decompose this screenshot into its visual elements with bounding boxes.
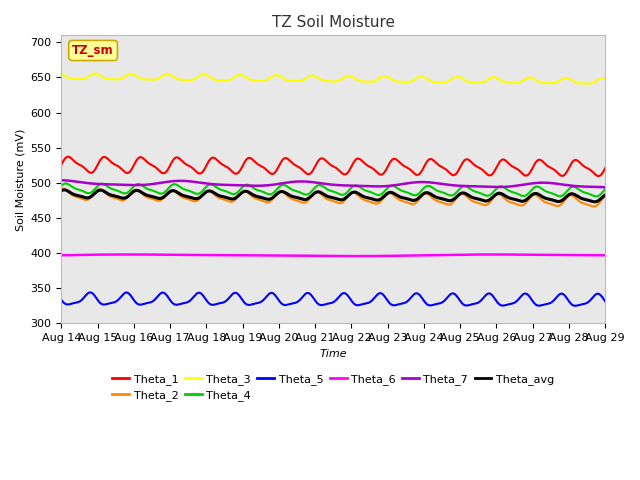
Theta_2 — [590, 204, 598, 209]
Theta_2 — [60, 186, 67, 192]
Line: Theta_1: Theta_1 — [61, 156, 605, 176]
Theta_avg — [602, 192, 609, 198]
Theta_2 — [489, 195, 497, 201]
Theta_3 — [489, 74, 497, 80]
Theta_6 — [353, 253, 361, 259]
Theta_6 — [602, 252, 609, 258]
Theta_1 — [58, 162, 65, 168]
Theta_1 — [418, 168, 426, 174]
Theta_avg — [179, 192, 186, 198]
Theta_4 — [166, 184, 173, 190]
X-axis label: Time: Time — [319, 349, 347, 359]
Line: Theta_7: Theta_7 — [61, 180, 605, 187]
Theta_2 — [537, 196, 545, 202]
Theta_2 — [166, 188, 173, 194]
Text: TZ_sm: TZ_sm — [72, 44, 114, 57]
Theta_5 — [58, 297, 65, 303]
Theta_5 — [179, 300, 186, 306]
Line: Theta_5: Theta_5 — [61, 292, 605, 306]
Theta_6 — [490, 252, 497, 257]
Line: Theta_2: Theta_2 — [61, 189, 605, 206]
Theta_avg — [166, 189, 173, 195]
Line: Theta_3: Theta_3 — [61, 73, 605, 84]
Theta_6 — [240, 252, 248, 258]
Theta_avg — [537, 193, 545, 199]
Theta_1 — [166, 164, 173, 169]
Theta_6 — [538, 252, 545, 258]
Theta_5 — [418, 295, 426, 301]
Theta_3 — [602, 76, 609, 82]
Theta_2 — [58, 186, 65, 192]
Theta_1 — [240, 161, 248, 167]
Theta_1 — [489, 170, 497, 176]
Theta_6 — [58, 252, 65, 258]
Theta_1 — [602, 165, 609, 171]
Theta_4 — [489, 190, 497, 195]
Theta_6 — [419, 252, 426, 258]
Theta_7 — [239, 182, 247, 188]
Theta_3 — [166, 72, 173, 77]
Theta_5 — [537, 302, 545, 308]
Theta_7 — [602, 184, 609, 190]
Theta_5 — [489, 293, 497, 299]
Theta_4 — [418, 187, 426, 193]
Theta_4 — [240, 183, 248, 189]
Theta_6 — [179, 252, 186, 258]
Theta_avg — [489, 194, 497, 200]
Theta_4 — [179, 186, 186, 192]
Theta_1 — [595, 173, 602, 179]
Title: TZ Soil Moisture: TZ Soil Moisture — [272, 15, 395, 30]
Y-axis label: Soil Moisture (mV): Soil Moisture (mV) — [15, 128, 25, 230]
Theta_3 — [537, 80, 545, 85]
Theta_2 — [602, 193, 609, 199]
Legend: Theta_1, Theta_2, Theta_3, Theta_4, Theta_5, Theta_6, Theta_7, Theta_avg: Theta_1, Theta_2, Theta_3, Theta_4, Thet… — [108, 369, 559, 406]
Theta_7 — [418, 179, 426, 185]
Theta_4 — [592, 193, 600, 199]
Theta_7 — [489, 184, 497, 190]
Theta_3 — [58, 71, 65, 77]
Line: Theta_6: Theta_6 — [61, 254, 605, 256]
Theta_3 — [418, 73, 426, 79]
Theta_1 — [179, 159, 186, 165]
Theta_3 — [91, 71, 99, 76]
Theta_3 — [240, 73, 248, 79]
Theta_5 — [572, 303, 579, 309]
Theta_avg — [240, 189, 248, 194]
Theta_1 — [65, 154, 72, 159]
Theta_avg — [58, 188, 65, 193]
Theta_4 — [58, 183, 65, 189]
Theta_avg — [591, 199, 598, 204]
Theta_4 — [537, 185, 545, 191]
Theta_7 — [58, 177, 65, 183]
Theta_7 — [179, 178, 186, 184]
Theta_5 — [166, 296, 173, 302]
Line: Theta_4: Theta_4 — [61, 183, 605, 196]
Theta_3 — [585, 81, 593, 86]
Theta_avg — [418, 192, 426, 198]
Theta_7 — [165, 179, 173, 184]
Theta_3 — [179, 77, 186, 83]
Theta_7 — [537, 180, 545, 186]
Theta_5 — [240, 299, 248, 304]
Theta_5 — [86, 289, 94, 295]
Theta_2 — [418, 193, 426, 199]
Theta_2 — [179, 194, 186, 200]
Theta_4 — [602, 186, 609, 192]
Theta_6 — [166, 252, 173, 258]
Theta_1 — [537, 157, 545, 163]
Theta_5 — [602, 299, 609, 304]
Line: Theta_avg: Theta_avg — [61, 190, 605, 202]
Theta_4 — [61, 180, 69, 186]
Theta_2 — [240, 188, 248, 194]
Theta_avg — [61, 187, 68, 193]
Theta_6 — [124, 252, 132, 257]
